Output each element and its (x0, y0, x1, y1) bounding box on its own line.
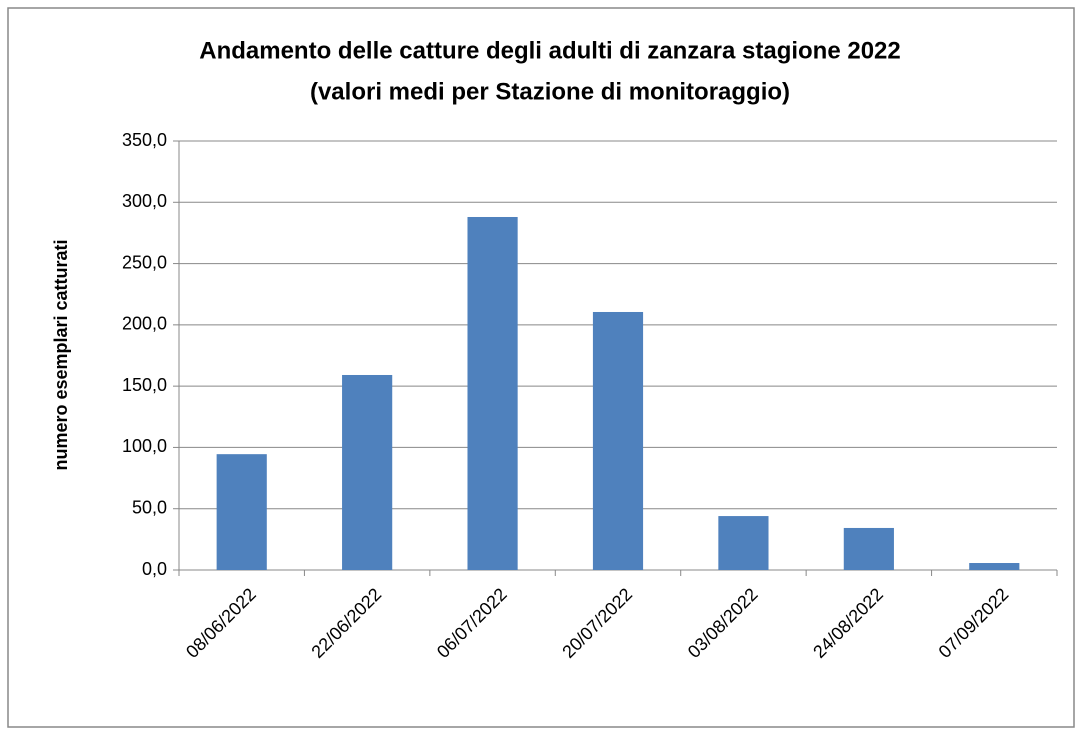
y-tick-label: 350,0 (122, 130, 167, 150)
y-tick-label: 300,0 (122, 191, 167, 211)
y-tick-label: 200,0 (122, 314, 167, 334)
bar (467, 216, 518, 570)
chart-frame (7, 7, 1075, 728)
y-tick-label: 100,0 (122, 436, 167, 456)
chart-subtitle: (valori medi per Stazione di monitoraggi… (310, 78, 790, 105)
y-tick-label: 50,0 (132, 497, 167, 517)
y-tick-label: 150,0 (122, 375, 167, 395)
bar (718, 516, 769, 570)
bar (592, 311, 644, 570)
bar (342, 374, 393, 570)
bar (969, 563, 1020, 570)
bar (843, 527, 894, 570)
y-tick-label: 250,0 (122, 252, 167, 272)
bar (216, 454, 267, 570)
chart-title: Andamento delle catture degli adulti di … (199, 37, 901, 64)
y-axis-title: numero esemplari catturati (51, 239, 71, 470)
y-tick-label: 0,0 (142, 559, 167, 579)
